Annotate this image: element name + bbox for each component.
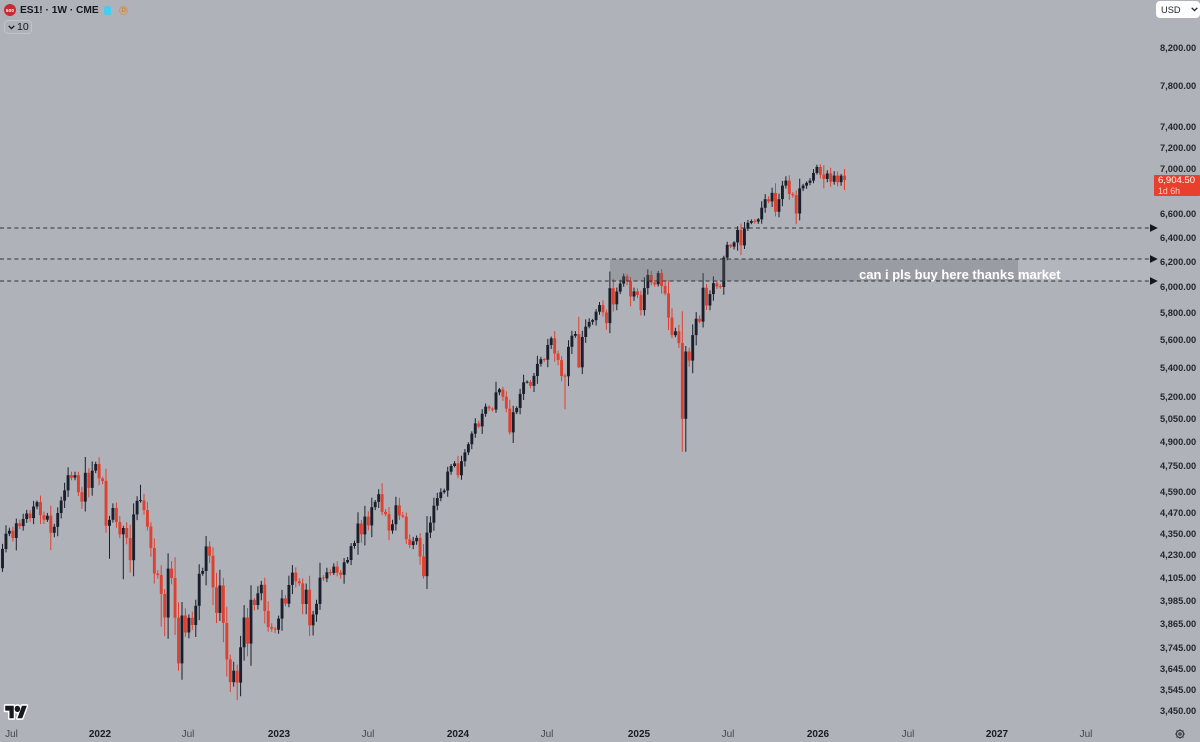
- svg-text:can i pls buy here thanks mark: can i pls buy here thanks market: [859, 267, 1061, 282]
